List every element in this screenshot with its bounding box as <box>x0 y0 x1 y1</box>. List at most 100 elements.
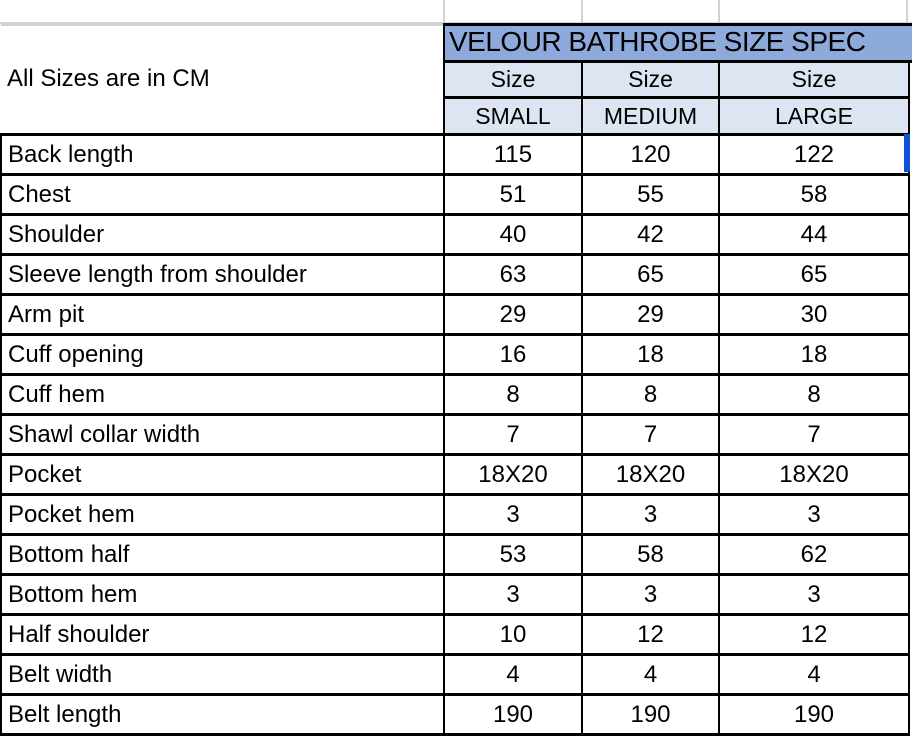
row-label-cell[interactable]: Shawl collar width <box>0 413 445 456</box>
table-row: Bottom hem 3 3 3 <box>0 573 912 616</box>
value-cell[interactable]: 3 <box>718 573 910 616</box>
value-cell[interactable]: 62 <box>718 533 910 576</box>
value-cell[interactable]: 190 <box>443 693 583 736</box>
row-label-cell[interactable]: Half shoulder <box>0 613 445 656</box>
size-header-cell[interactable]: Size <box>718 60 910 99</box>
value-cell[interactable]: 3 <box>718 493 910 536</box>
size-header-cell[interactable]: Size <box>581 60 720 99</box>
outside-cell[interactable] <box>909 97 912 135</box>
value-cell[interactable]: 3 <box>581 493 720 536</box>
value-cell[interactable]: 8 <box>581 373 720 416</box>
value-cell[interactable]: 12 <box>718 613 910 656</box>
table-row: Belt width 4 4 4 <box>0 653 912 696</box>
value-cell[interactable]: 30 <box>718 293 910 336</box>
value-cell[interactable]: 65 <box>718 253 910 296</box>
value-cell[interactable]: 18 <box>581 333 720 376</box>
value-cell[interactable]: 18X20 <box>581 453 720 496</box>
outside-cell[interactable] <box>909 614 912 655</box>
value-cell[interactable]: 55 <box>581 173 720 216</box>
value-cell[interactable]: 4 <box>443 653 583 696</box>
value-cell[interactable]: 4 <box>718 653 910 696</box>
row-label-cell[interactable]: Cuff hem <box>0 373 445 416</box>
outside-cell[interactable] <box>909 534 912 575</box>
value-cell[interactable]: 65 <box>581 253 720 296</box>
size-table-body: All Sizes are in CM VELOUR BATHROBE SIZE… <box>0 23 912 736</box>
title-row: All Sizes are in CM VELOUR BATHROBE SIZE… <box>1 23 912 136</box>
value-cell[interactable]: 29 <box>581 293 720 336</box>
table-row: Shoulder 40 42 44 <box>0 213 912 256</box>
size-header-cell[interactable]: Size <box>443 60 583 99</box>
value-cell[interactable]: 18X20 <box>718 453 910 496</box>
value-cell[interactable]: 53 <box>443 533 583 576</box>
value-cell[interactable]: 7 <box>581 413 720 456</box>
value-cell[interactable]: 58 <box>718 173 910 216</box>
outside-cell[interactable] <box>909 254 912 295</box>
value-cell[interactable]: 7 <box>443 413 583 456</box>
row-label-cell[interactable]: Cuff opening <box>0 333 445 376</box>
table-title-cell[interactable]: VELOUR BATHROBE SIZE SPEC <box>442 23 912 63</box>
table-row: Chest 51 55 58 <box>0 173 912 216</box>
value-cell[interactable]: 58 <box>581 533 720 576</box>
value-cell[interactable]: 10 <box>443 613 583 656</box>
row-label-cell[interactable]: Pocket <box>0 453 445 496</box>
table-row: Pocket 18X20 18X20 18X20 <box>0 453 912 496</box>
value-cell[interactable]: 4 <box>581 653 720 696</box>
value-cell[interactable]: 190 <box>581 693 720 736</box>
value-cell[interactable]: 18 <box>718 333 910 376</box>
outside-cell[interactable] <box>909 334 912 375</box>
size-name-cell-large[interactable]: LARGE <box>718 96 910 136</box>
outside-cell[interactable] <box>909 654 912 695</box>
row-label-cell[interactable]: Belt length <box>0 693 445 736</box>
row-label-cell[interactable]: Back length <box>0 133 445 176</box>
value-cell[interactable]: 8 <box>718 373 910 416</box>
value-cell[interactable]: 8 <box>443 373 583 416</box>
value-cell[interactable]: 3 <box>443 573 583 616</box>
value-cell[interactable]: 7 <box>718 413 910 456</box>
table-row: Bottom half 53 58 62 <box>0 533 912 576</box>
row-label-cell[interactable]: Pocket hem <box>0 493 445 536</box>
row-label-cell[interactable]: Chest <box>0 173 445 216</box>
outside-cell[interactable] <box>909 694 912 735</box>
outside-cell[interactable] <box>909 214 912 255</box>
outside-cell[interactable] <box>909 61 912 98</box>
value-cell[interactable]: 122 <box>718 133 910 176</box>
row-label-cell[interactable]: Bottom half <box>0 533 445 576</box>
size-name-cell-medium[interactable]: MEDIUM <box>581 96 720 136</box>
gridline-horizontal <box>0 22 912 24</box>
table-row: Sleeve length from shoulder 63 65 65 <box>0 253 912 296</box>
outside-cell[interactable] <box>909 294 912 335</box>
value-cell[interactable]: 18X20 <box>443 453 583 496</box>
value-cell[interactable]: 51 <box>443 173 583 216</box>
outside-cell[interactable] <box>909 454 912 495</box>
outside-cell[interactable] <box>909 374 912 415</box>
value-cell[interactable]: 16 <box>443 333 583 376</box>
value-cell[interactable]: 42 <box>581 213 720 256</box>
outside-cell[interactable] <box>909 494 912 535</box>
outside-cell[interactable] <box>909 414 912 455</box>
outside-cell[interactable] <box>909 134 912 175</box>
note-cell[interactable]: All Sizes are in CM <box>1 23 445 136</box>
value-cell[interactable]: 3 <box>581 573 720 616</box>
value-cell[interactable]: 190 <box>718 693 910 736</box>
value-cell[interactable]: 29 <box>443 293 583 336</box>
table-row: Cuff hem 8 8 8 <box>0 373 912 416</box>
value-cell[interactable]: 115 <box>443 133 583 176</box>
value-cell[interactable]: 120 <box>581 133 720 176</box>
row-label-cell[interactable]: Arm pit <box>0 293 445 336</box>
row-label-cell[interactable]: Shoulder <box>0 213 445 256</box>
row-label-cell[interactable]: Belt width <box>0 653 445 696</box>
size-name-cell-small[interactable]: SMALL <box>443 96 583 136</box>
table-row: Arm pit 29 29 30 <box>0 293 912 336</box>
value-cell[interactable]: 3 <box>443 493 583 536</box>
value-cell[interactable]: 44 <box>718 213 910 256</box>
value-cell[interactable]: 12 <box>581 613 720 656</box>
outside-cell[interactable] <box>909 174 912 215</box>
size-spec-table: All Sizes are in CM VELOUR BATHROBE SIZE… <box>0 23 912 736</box>
row-label-cell[interactable]: Sleeve length from shoulder <box>0 253 445 296</box>
table-row: Pocket hem 3 3 3 <box>0 493 912 536</box>
row-label-cell[interactable]: Bottom hem <box>0 573 445 616</box>
outside-cell[interactable] <box>909 574 912 615</box>
value-cell[interactable]: 63 <box>443 253 583 296</box>
value-cell[interactable]: 40 <box>443 213 583 256</box>
